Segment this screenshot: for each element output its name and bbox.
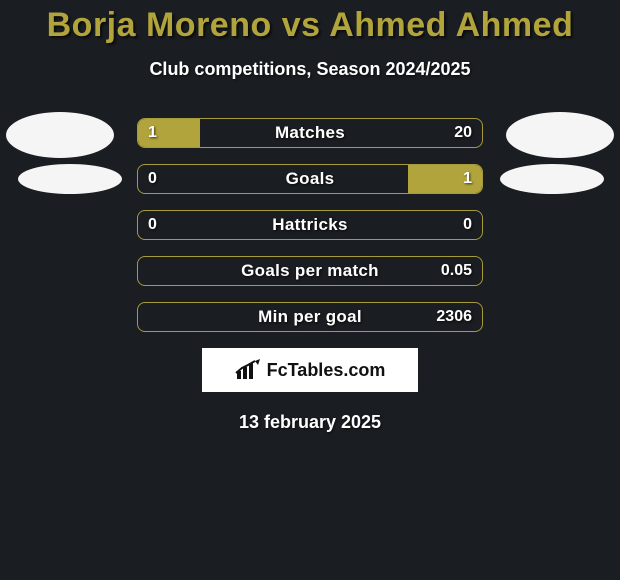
chart-icon — [235, 359, 261, 381]
brand-text: FcTables.com — [267, 360, 386, 381]
stat-row: 120Matches — [137, 118, 483, 148]
stat-row: 01Goals — [137, 164, 483, 194]
page-title: Borja Moreno vs Ahmed Ahmed — [0, 6, 620, 45]
stat-row: 0.05Goals per match — [137, 256, 483, 286]
player-right-avatar — [506, 112, 614, 158]
stat-label: Hattricks — [138, 211, 482, 239]
stat-label: Min per goal — [138, 303, 482, 331]
stat-row: 00Hattricks — [137, 210, 483, 240]
subtitle: Club competitions, Season 2024/2025 — [0, 59, 620, 80]
stat-row: 2306Min per goal — [137, 302, 483, 332]
stat-label: Goals — [138, 165, 482, 193]
brand-logo: FcTables.com — [202, 348, 418, 392]
stat-bars: 120Matches 01Goals 00Hattricks 0.05Goals pe… — [137, 118, 483, 332]
stat-label: Goals per match — [138, 257, 482, 285]
footer-date: 13 february 2025 — [0, 412, 620, 433]
stat-label: Matches — [138, 119, 482, 147]
team-right-badge — [500, 164, 604, 194]
team-left-badge — [18, 164, 122, 194]
stats-area: 120Matches 01Goals 00Hattricks 0.05Goals pe… — [0, 118, 620, 332]
player-left-avatar — [6, 112, 114, 158]
